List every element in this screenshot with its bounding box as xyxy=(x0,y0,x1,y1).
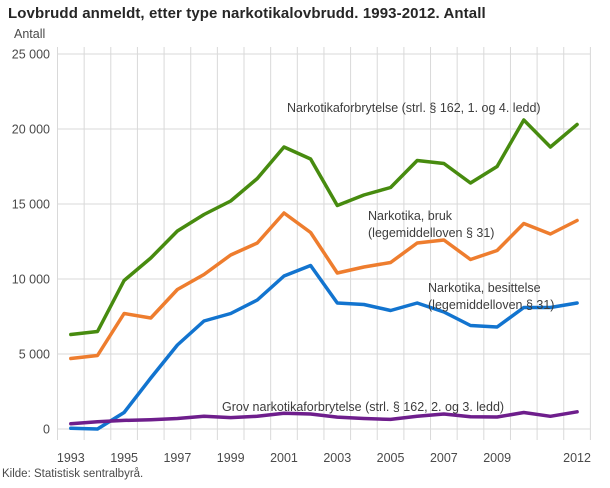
series-label-narkotika-bruk: Narkotika, bruk (legemiddelloven § 31) xyxy=(368,208,494,242)
series-label-narkotika-besittelse: Narkotika, besittelse (legemiddelloven §… xyxy=(428,280,554,314)
x-tick-label: 2003 xyxy=(323,451,351,465)
y-tick-label: 10 000 xyxy=(12,273,50,287)
series-label-line: (legemiddelloven § 31) xyxy=(368,226,495,240)
series-label-narkotikaforbrytelse: Narkotikaforbrytelse (strl. § 162, 1. og… xyxy=(287,100,541,117)
x-tick-label: 2009 xyxy=(483,451,511,465)
x-tick-label: 2012 xyxy=(563,451,591,465)
y-tick-label: 25 000 xyxy=(12,48,50,62)
series-label-line: Grov narkotikaforbrytelse (strl. § 162, … xyxy=(222,400,505,414)
series-line-0 xyxy=(69,118,579,337)
x-tick-label: 2001 xyxy=(270,451,298,465)
x-tick-label: 2005 xyxy=(377,451,405,465)
y-tick-label: 20 000 xyxy=(12,123,50,137)
series-line-2 xyxy=(69,263,579,431)
series-label-grov-narkotikaforbrytelse: Grov narkotikaforbrytelse (strl. § 162, … xyxy=(222,399,504,416)
series-line-3 xyxy=(69,410,579,426)
y-tick-label: 0 xyxy=(43,423,50,437)
y-tick-label: 5 000 xyxy=(19,348,50,362)
x-tick-label: 1997 xyxy=(163,451,191,465)
y-tick-label: 15 000 xyxy=(12,198,50,212)
x-tick-label: 1999 xyxy=(217,451,245,465)
series-label-line: (legemiddelloven § 31) xyxy=(428,298,555,312)
series-label-line: Narkotika, bruk xyxy=(368,209,453,223)
series-label-line: Narkotikaforbrytelse (strl. § 162, 1. og… xyxy=(287,101,541,115)
x-tick-label: 1995 xyxy=(110,451,138,465)
y-axis-title: Antall xyxy=(14,27,46,41)
chart-title: Lovbrudd anmeldt, etter type narkotikalo… xyxy=(8,5,486,22)
series-label-line: Narkotika, besittelse xyxy=(428,281,541,295)
x-tick-label: 1993 xyxy=(57,451,85,465)
x-tick-label: 2007 xyxy=(430,451,458,465)
series-line-1 xyxy=(69,211,579,361)
source-note: Kilde: Statistisk sentralbyrå. xyxy=(2,468,144,480)
